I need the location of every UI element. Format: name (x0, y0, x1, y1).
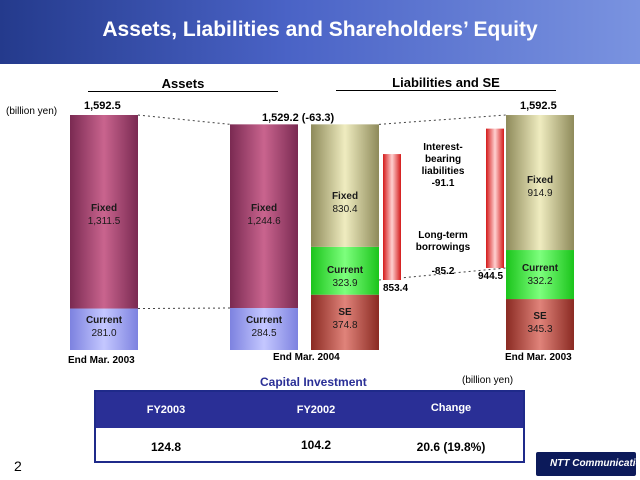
category-label-end-mar-2003-assets: End Mar. 2003 (68, 355, 135, 366)
title-banner: Assets, Liabilities and Shareholders’ Eq… (0, 0, 640, 64)
interest-bearing-bar-1 (486, 128, 504, 268)
value-fy2002: 104.2 (300, 438, 332, 452)
guide-total-liab (378, 114, 507, 125)
total-label-2003-assets: 1,592.5 (84, 100, 121, 112)
unit-label: (billion yen) (6, 106, 58, 117)
liab-2003-se-label: SE 345.3 (527, 311, 553, 335)
interest-bearing-change: -91.1 (431, 178, 455, 189)
assets-2004-current-label: Current 284.5 (245, 315, 283, 339)
total-label-2004-assets: 1,529.2 (-63.3) (262, 112, 335, 124)
value-change: 20.6 (19.8%) (416, 440, 486, 454)
value-fy2003: 124.8 (150, 440, 182, 454)
page-number: 2 (14, 458, 22, 474)
guide-current-assets (137, 307, 231, 310)
logo-text: NTT Communications (550, 458, 640, 469)
liab-2004-current-label: Current 323.9 (326, 265, 364, 289)
header-fy2003: FY2003 (146, 404, 186, 416)
liab-2003-current-label: Current 332.2 (521, 263, 559, 287)
interest-2004-value: 853.4 (383, 283, 409, 294)
liab-2003-fixed-label: Fixed 914.9 (526, 175, 554, 199)
capital-investment-unit: (billion yen) (462, 375, 514, 386)
liabilities-section-title: Liabilities and SE (336, 75, 556, 91)
assets-2004-fixed-label: Fixed 1,244.6 (247, 203, 281, 227)
header-fy2002: FY2002 (296, 404, 336, 416)
liab-2004-se-label: SE 374.8 (332, 307, 358, 331)
liab-2004-fixed-label: Fixed 830.4 (331, 191, 359, 215)
category-label-end-mar-2003-liab: End Mar. 2003 (505, 352, 572, 363)
total-label-2003-liab: 1,592.5 (520, 100, 557, 112)
interest-2003-value: 944.5 (478, 271, 504, 282)
assets-section-title: Assets (88, 76, 278, 92)
assets-2003-fixed-label: Fixed 1,311.5 (87, 203, 121, 227)
long-term-label: Long-term borrowings (415, 230, 471, 253)
capital-investment-table: FY2003 FY2002 Change 124.8 104.2 20.6 (1… (94, 390, 525, 463)
table-header-row (96, 392, 523, 428)
long-term-change: -85.2 (431, 266, 455, 277)
category-label-end-mar-2004: End Mar. 2004 (273, 352, 340, 363)
interest-bearing-label: Interest-bearing liabilities (421, 142, 465, 177)
page-title: Assets, Liabilities and Shareholders’ Eq… (102, 18, 538, 41)
capital-investment-title: Capital Investment (260, 375, 367, 389)
interest-bearing-bar-0 (383, 154, 401, 280)
assets-2003-current-label: Current 281.0 (85, 315, 123, 339)
bar-2-fixed (311, 124, 379, 247)
ntt-communications-logo: NTT Communications (536, 452, 640, 476)
header-change: Change (430, 402, 472, 414)
guide-total-assets (137, 114, 231, 125)
